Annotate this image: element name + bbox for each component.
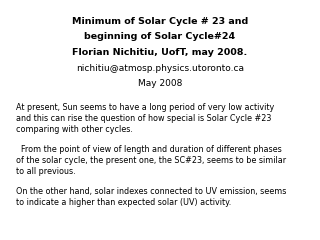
Text: beginning of Solar Cycle#24: beginning of Solar Cycle#24: [84, 32, 236, 41]
Text: Florian Nichitiu, UofT, may 2008.: Florian Nichitiu, UofT, may 2008.: [72, 48, 248, 57]
Text: May 2008: May 2008: [138, 79, 182, 88]
Text: At present, Sun seems to have a long period of very low activity
and this can ri: At present, Sun seems to have a long per…: [16, 102, 274, 134]
Text: Minimum of Solar Cycle # 23 and: Minimum of Solar Cycle # 23 and: [72, 17, 248, 26]
Text: From the point of view of length and duration of different phases
of the solar c: From the point of view of length and dur…: [16, 144, 286, 176]
Text: nichitiu@atmosp.physics.utoronto.ca: nichitiu@atmosp.physics.utoronto.ca: [76, 64, 244, 72]
Text: On the other hand, solar indexes connected to UV emission, seems
to indicate a h: On the other hand, solar indexes connect…: [16, 186, 286, 207]
